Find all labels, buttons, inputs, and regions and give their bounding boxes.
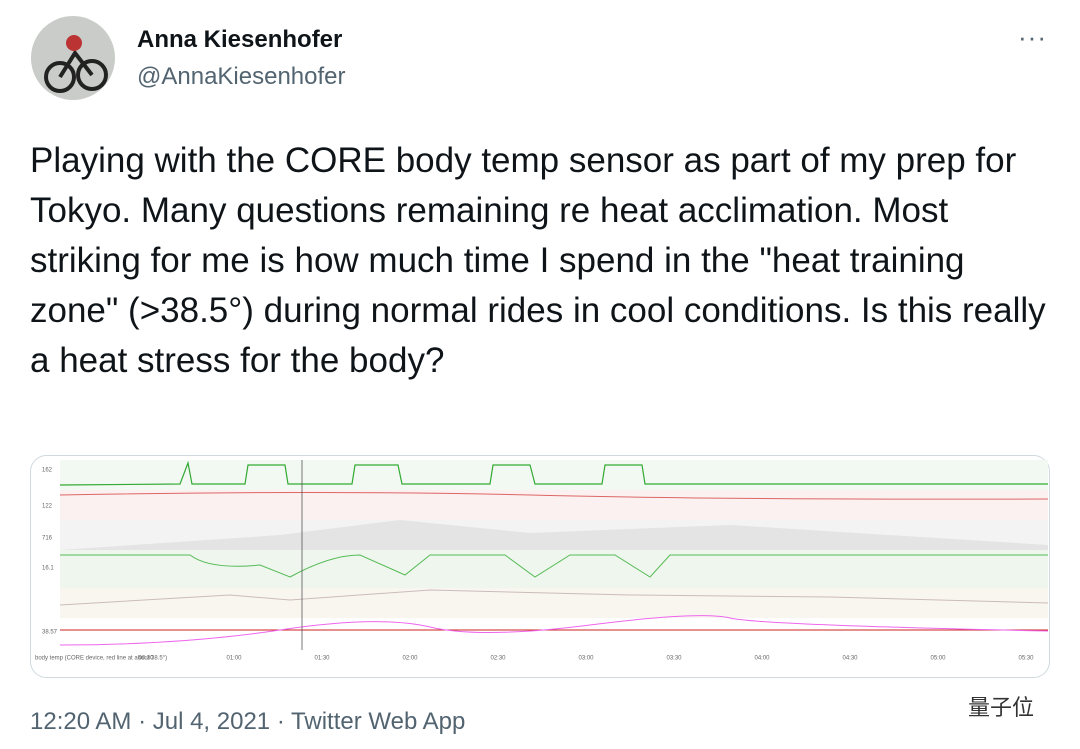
- time-label: 01:30: [314, 656, 330, 662]
- avatar[interactable]: [30, 15, 116, 101]
- time-label: 05:00: [930, 656, 946, 662]
- time-label: 03:00: [578, 656, 594, 662]
- more-button[interactable]: ···: [1018, 22, 1047, 52]
- image-caption: body temp (CORE device, red line at abou…: [35, 656, 167, 662]
- author-name[interactable]: Anna Kiesenhofer: [137, 26, 343, 53]
- time-label: 04:00: [754, 656, 770, 662]
- time-label: 01:00: [226, 656, 242, 662]
- row-label: 716: [42, 536, 53, 542]
- timestamp[interactable]: 12:20 AM · Jul 4, 2021 · Twitter Web App: [30, 708, 466, 735]
- row-label: 162: [42, 468, 53, 474]
- time-label: 02:30: [490, 656, 506, 662]
- tweet-image[interactable]: 162 122 716 16.1 38.57 00:30 01:00 01:30 02:00 02…: [30, 455, 1050, 678]
- row-label: 16.1: [42, 566, 54, 572]
- time-label: 00:30: [138, 656, 154, 662]
- time-label: 05:30: [1018, 656, 1034, 662]
- row-label: 122: [42, 504, 53, 510]
- tweet-text: Playing with the CORE body temp sensor a…: [30, 141, 1046, 380]
- time-label: 03:30: [666, 656, 682, 662]
- time-label: 04:30: [842, 656, 858, 662]
- watermark: 量子位: [968, 695, 1035, 720]
- author-handle[interactable]: @AnnaKiesenhofer: [137, 63, 346, 90]
- row-label: 38.57: [42, 630, 58, 636]
- time-label: 02:00: [402, 656, 418, 662]
